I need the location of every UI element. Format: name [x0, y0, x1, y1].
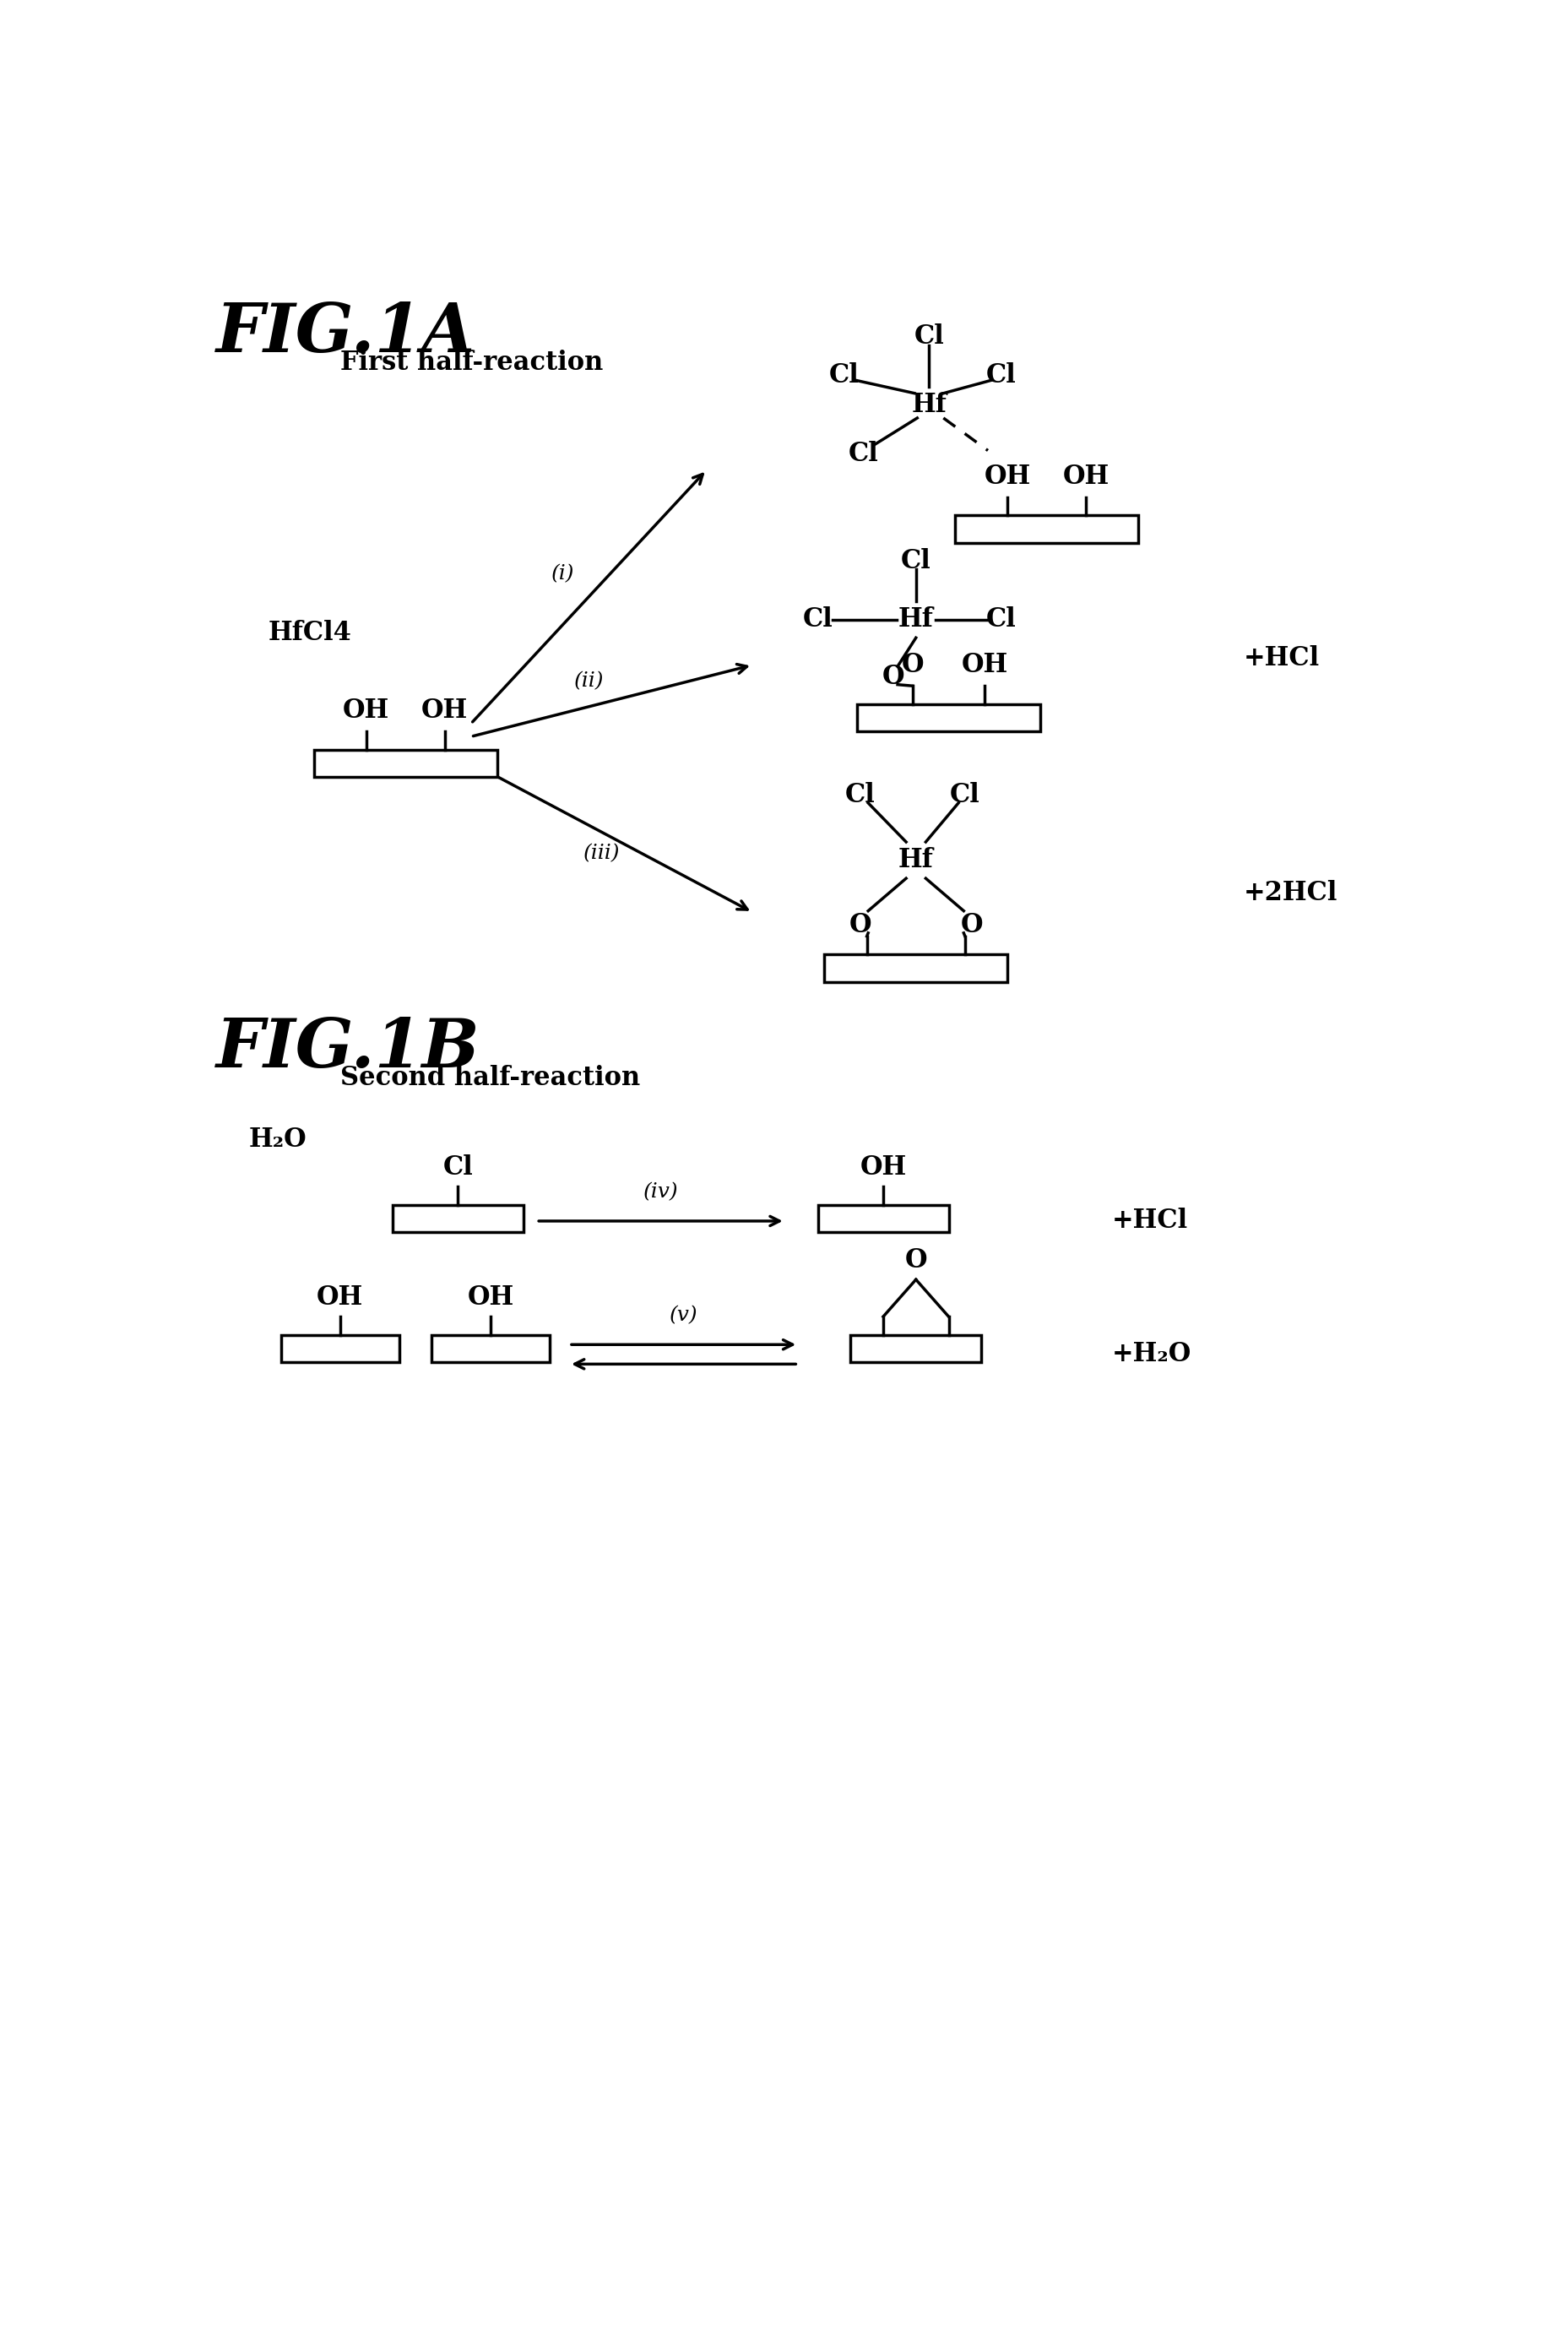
- Bar: [392, 1205, 524, 1233]
- Text: OH: OH: [983, 463, 1030, 489]
- Text: Cl: Cl: [914, 323, 944, 349]
- Text: Cl: Cl: [900, 548, 930, 573]
- Text: O: O: [848, 913, 872, 938]
- Text: FIG.1A: FIG.1A: [216, 302, 475, 367]
- Text: Cl: Cl: [848, 440, 878, 468]
- Bar: [856, 704, 1040, 732]
- Text: FIG.1B: FIG.1B: [216, 1016, 480, 1081]
- Text: HfCl4: HfCl4: [268, 620, 351, 646]
- Text: Cl: Cl: [949, 782, 980, 807]
- Text: OH: OH: [422, 697, 467, 723]
- Text: OH: OH: [343, 697, 389, 723]
- Text: (v): (v): [670, 1306, 698, 1324]
- Bar: [314, 749, 497, 777]
- Text: OH: OH: [317, 1285, 364, 1310]
- Bar: [850, 1334, 982, 1362]
- Text: +HCl: +HCl: [1112, 1207, 1187, 1233]
- Text: Hf: Hf: [898, 606, 933, 632]
- Text: (iv): (iv): [643, 1182, 677, 1200]
- Text: First half-reaction: First half-reaction: [340, 349, 602, 377]
- Text: Cl: Cl: [828, 363, 859, 388]
- Text: Cl: Cl: [442, 1154, 472, 1179]
- Text: H₂O: H₂O: [248, 1126, 306, 1154]
- Text: (ii): (ii): [574, 672, 604, 690]
- Text: Cl: Cl: [845, 782, 875, 807]
- Text: O: O: [960, 913, 982, 938]
- Text: Cl: Cl: [803, 606, 833, 632]
- Bar: [431, 1334, 549, 1362]
- Bar: [817, 1205, 949, 1233]
- Text: +HCl: +HCl: [1242, 646, 1319, 672]
- Text: OH: OH: [467, 1285, 514, 1310]
- Text: OH: OH: [961, 653, 1007, 679]
- Text: +H₂O: +H₂O: [1112, 1341, 1192, 1367]
- Text: O: O: [902, 653, 924, 679]
- Text: O: O: [905, 1247, 927, 1273]
- Text: Cl: Cl: [985, 363, 1016, 388]
- Text: Cl: Cl: [985, 606, 1016, 632]
- Text: OH: OH: [859, 1154, 906, 1179]
- Text: OH: OH: [1062, 463, 1109, 489]
- Text: Hf: Hf: [911, 391, 946, 419]
- Bar: [955, 515, 1138, 543]
- Text: Hf: Hf: [898, 847, 933, 873]
- Text: O: O: [881, 665, 903, 690]
- Bar: [281, 1334, 398, 1362]
- Text: Second half-reaction: Second half-reaction: [340, 1065, 640, 1090]
- Text: (i): (i): [550, 564, 574, 583]
- Text: +2HCl: +2HCl: [1242, 880, 1336, 906]
- Bar: [823, 955, 1007, 983]
- Text: (iii): (iii): [583, 845, 619, 863]
